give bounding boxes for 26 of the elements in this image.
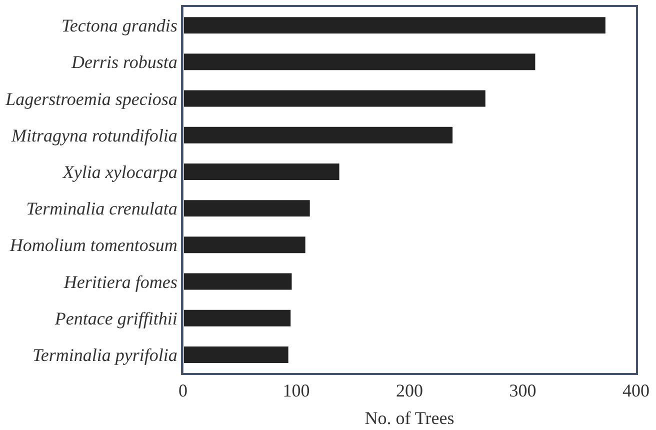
y-tick-label: Mitragyna rotundifolia	[10, 125, 178, 146]
y-tick-label: Lagerstroemia speciosa	[4, 88, 178, 109]
bar	[183, 346, 288, 363]
x-tick-label: 400	[622, 380, 650, 401]
y-tick-label: Xylia xylocarpa	[62, 162, 178, 182]
x-tick-label: 300	[509, 380, 536, 401]
y-tick-label: Pentace griffithii	[54, 308, 178, 328]
bar	[183, 126, 453, 144]
bar	[183, 163, 340, 180]
x-axis-title: No. of Trees	[364, 408, 454, 428]
bar	[183, 236, 306, 254]
bar	[183, 54, 536, 70]
y-tick-label: Homolium tomentosum	[8, 235, 178, 256]
x-tick-label: 200	[396, 380, 423, 401]
bar	[183, 273, 292, 290]
y-tick-label: Tectona grandis	[62, 16, 178, 36]
bar	[183, 17, 606, 34]
bar	[183, 310, 291, 326]
bar	[183, 200, 310, 217]
y-tick-label: Terminalia crenulata	[26, 198, 178, 219]
x-tick-label: 0	[178, 380, 188, 401]
y-tick-label: Heritiera fomes	[62, 272, 178, 292]
bar	[183, 90, 486, 107]
y-tick-label: Derris robusta	[70, 52, 178, 72]
y-tick-label: Terminalia pyrifolia	[32, 345, 178, 365]
x-tick-label: 100	[282, 380, 310, 401]
